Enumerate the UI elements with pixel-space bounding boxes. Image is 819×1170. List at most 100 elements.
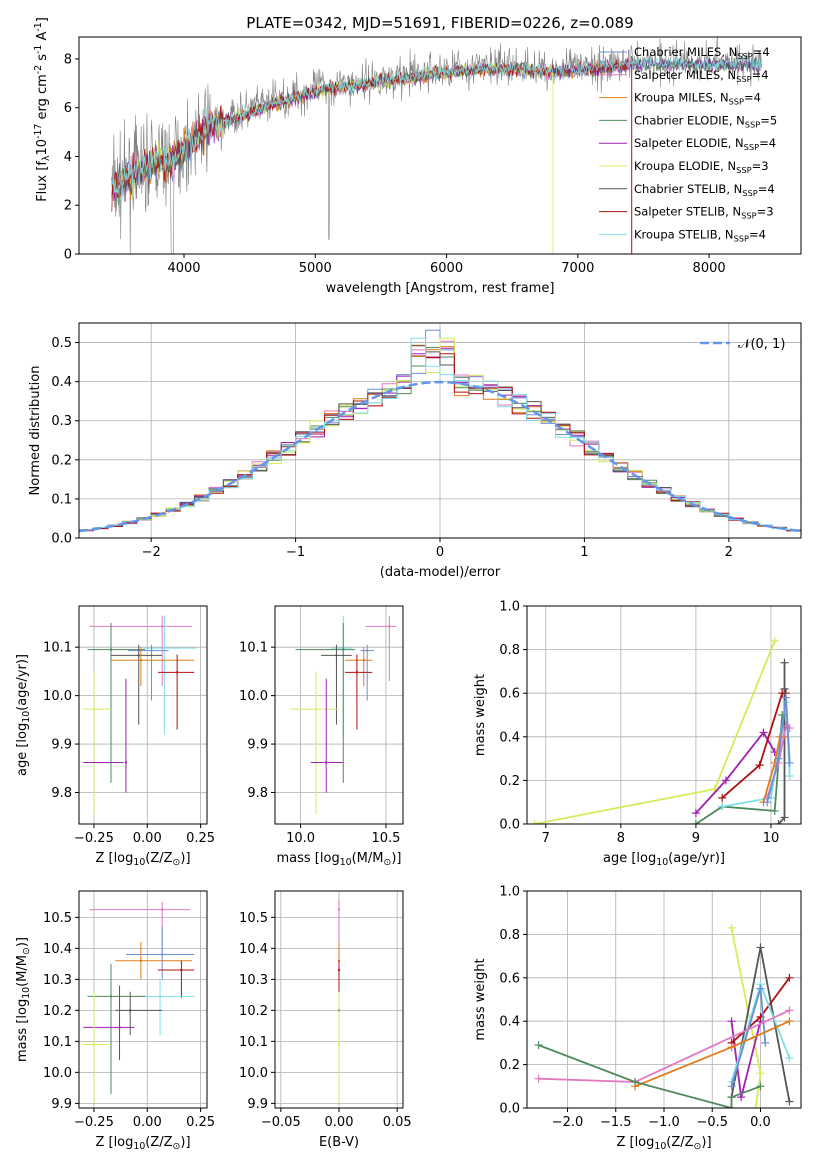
x-tick-label: 0.00: [133, 831, 162, 846]
y-tick-label: 0.4: [499, 1015, 520, 1030]
y-tick-label: 0.0: [499, 818, 520, 833]
x-tick-label: 4000: [167, 261, 200, 276]
y-tick-label: 0.5: [51, 336, 72, 351]
y-axis-label: Flux [fλ10-17 erg cm-2 s-1 A-1]: [33, 17, 52, 202]
marker-kroupa_stelib: [785, 1054, 794, 1063]
y-tick-label: 0.2: [51, 453, 72, 468]
series-line-salpeter_elodie: [695, 730, 776, 814]
x-tick-label: 6000: [430, 261, 463, 276]
y-axis-label: age [log10(age/yr)]: [15, 654, 32, 776]
y-tick-label: 0.0: [499, 1102, 520, 1117]
plot-area: [83, 901, 195, 1104]
plot-area: [530, 636, 794, 824]
y-tick-label: 0.0: [51, 532, 72, 547]
point-chabrier_stelib: [137, 654, 140, 657]
marker-chabrier_miles: [781, 693, 790, 702]
point-kroupa_miles: [362, 659, 365, 662]
marker-salpeter_elodie: [759, 728, 768, 737]
x-tick-label: 1: [580, 545, 588, 560]
point-salpeter_elodie: [124, 761, 128, 764]
y-tick-label: 10.3: [43, 973, 72, 988]
x-tick-label: 7000: [561, 261, 594, 276]
y-tick-label: 0.8: [499, 643, 520, 658]
marker-chabrier_miles: [785, 758, 794, 767]
legend-label-salpeter_elodie: Salpeter ELODIE, NSSP=4: [634, 136, 776, 152]
marker-kroupa_stelib: [785, 772, 794, 781]
y-tick-label: 9.8: [247, 786, 268, 801]
legend-label-salpeter_stelib: Salpeter STELIB, NSSP=3: [634, 205, 774, 221]
y-tick-label: 0.2: [499, 1058, 520, 1073]
point-salpeter_elodie: [325, 761, 328, 764]
x-axis-label: E(B-V): [319, 1135, 359, 1150]
x-tick-label: −1.0: [648, 1115, 680, 1130]
y-axis-label: Normed distribution: [28, 366, 43, 496]
y-tick-label: 8: [64, 52, 72, 67]
y-tick-label: 6: [64, 101, 72, 116]
legend-label-chabrier_elodie: Chabrier ELODIE, NSSP=5: [634, 113, 777, 129]
x-axis-label: Z [log10(Z/Z⊙)]: [95, 1135, 190, 1152]
y-tick-label: 0.6: [499, 687, 520, 702]
point-chabrier_miles: [150, 649, 153, 652]
point-kroupa_stelib: [163, 646, 166, 650]
x-tick-label: 9: [692, 831, 700, 846]
y-tick-label: 10.3: [239, 973, 268, 988]
y-tick-label: 1.0: [499, 885, 520, 900]
y-tick-label: 0.2: [499, 774, 520, 789]
y-tick-label: 9.9: [247, 1097, 268, 1112]
point-kroupa_elodie: [314, 707, 318, 711]
marker-chabrier_elodie: [770, 806, 779, 815]
x-tick-label: 0.00: [133, 1115, 162, 1130]
marker-chabrier_elodie: [534, 1041, 543, 1050]
axes-mass_vs_ebv: −0.05 0.00 0.05 9.9 10.0 10.1 10.2 10.3 10.4 10.5…: [239, 890, 412, 1150]
point-chabrier_miles: [365, 649, 369, 652]
point-salpeter_miles: [161, 625, 164, 628]
y-axis-label: mass weight: [473, 958, 488, 1040]
point-kroupa_elodie: [337, 1043, 341, 1046]
model-spectrum-kroupa_stelib: [111, 55, 762, 201]
y-tick-label: 9.9: [51, 1097, 72, 1112]
y-tick-label: 10.4: [239, 942, 268, 957]
y-tick-label: 0.1: [51, 492, 72, 507]
x-tick-label: 0.05: [383, 1115, 412, 1130]
marker-salpeter_miles: [785, 1006, 794, 1015]
marker-kroupa_elodie: [751, 1104, 760, 1108]
marker-kroupa_elodie: [770, 636, 779, 645]
point-chabrier_elodie: [109, 648, 113, 651]
marker-chabrier_elodie: [727, 1093, 736, 1102]
x-tick-label: 5000: [299, 261, 332, 276]
marker-chabrier_stelib: [756, 943, 765, 952]
x-tick-label: 0.25: [186, 831, 215, 846]
point-kroupa_elodie: [92, 707, 96, 711]
point-chabrier_stelib: [335, 654, 338, 657]
axes-spectrum: 4000 5000 6000 7000 8000 0 2 4 6 8 wavelength [Ang…: [33, 17, 802, 296]
marker-salpeter_stelib: [785, 973, 794, 982]
y-axis-label: mass [log10(M/M⊙)]: [15, 937, 32, 1062]
y-tick-label: 10.1: [43, 641, 72, 656]
marker-salpeter_stelib: [755, 761, 764, 770]
legend: Chabrier MILES, NSSP=4 Salpeter MILES, NS…: [599, 45, 777, 243]
point-chabrier_elodie: [342, 648, 345, 651]
point-salpeter_stelib: [355, 671, 359, 674]
point-salpeter_stelib: [337, 968, 341, 972]
x-tick-label: 8: [617, 831, 625, 846]
marker-chabrier_stelib: [780, 684, 789, 693]
marker-chabrier_stelib: [785, 1097, 794, 1106]
marker-salpeter_stelib: [718, 793, 727, 802]
legend-label-kroupa_miles: Kroupa MILES, NSSP=4: [634, 91, 761, 107]
legend-label-kroupa_stelib: Kroupa STELIB, NSSP=4: [634, 227, 766, 243]
axes-weight_vs_age: 7 8 9 10 0.0 0.2 0.4 0.6 0.8 1.0 age [log10(age/yr…: [473, 600, 802, 868]
axes-age_vs_mass: 10.0 10.5 9.8 9.9 10.0 10.1 mass [log10(M/M⊙)]: [239, 605, 404, 868]
marker-chabrier_miles: [774, 754, 783, 763]
x-tick-label: −0.05: [261, 1115, 301, 1130]
axes-frame: [526, 605, 802, 825]
y-tick-label: 10.4: [43, 942, 72, 957]
point-salpeter_stelib: [180, 968, 183, 972]
axes-mass_vs_Z: −0.25 0.00 0.25 9.9 10.0 10.1 10.2 10.3 10.4 10.5…: [15, 890, 215, 1152]
y-tick-label: 0: [64, 248, 72, 263]
legend-label-chabrier_stelib: Chabrier STELIB, NSSP=4: [634, 182, 775, 198]
point-kroupa_miles: [139, 659, 143, 662]
point-salpeter_miles: [161, 908, 164, 911]
x-axis-label: Z [log10(Z/Z⊙)]: [95, 851, 190, 868]
figure-title: PLATE=0342, MJD=51691, FIBERID=0226, z=0…: [246, 14, 633, 32]
y-tick-label: 10.1: [43, 1035, 72, 1050]
